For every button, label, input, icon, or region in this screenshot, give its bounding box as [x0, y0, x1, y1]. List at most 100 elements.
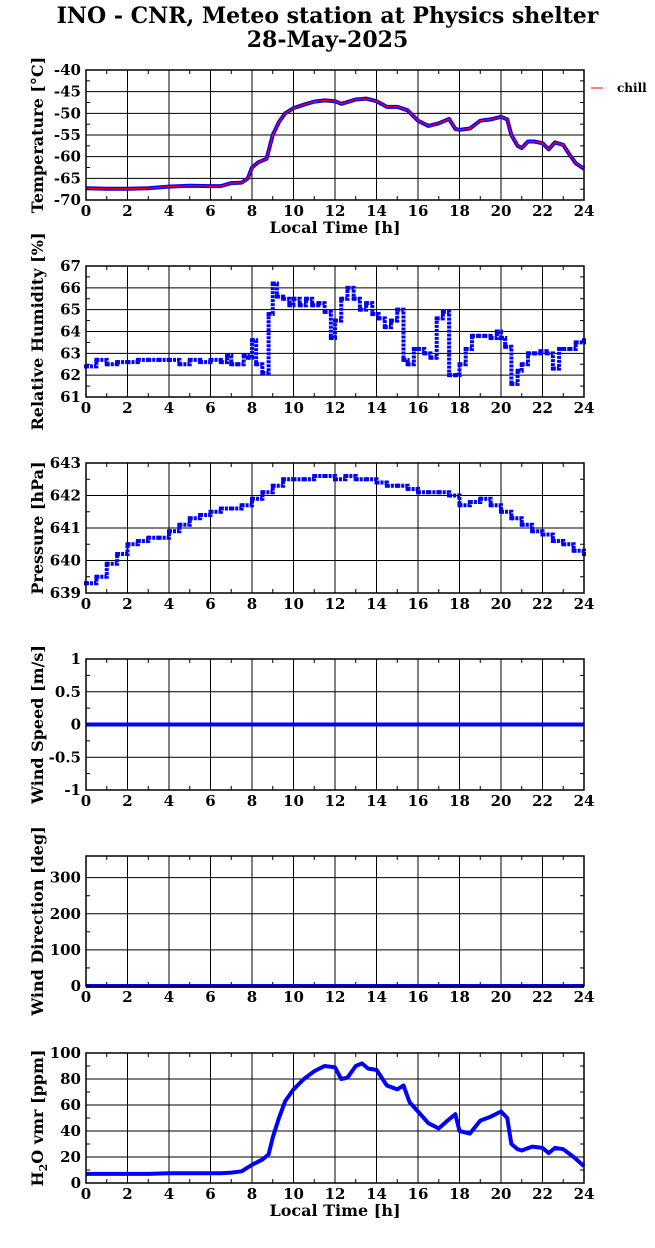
- x-tick-label: 2: [122, 202, 132, 220]
- humidity-segment: [378, 316, 387, 328]
- pressure-point: [478, 496, 483, 501]
- humidity-point: [322, 309, 327, 314]
- y-tick-label: 0: [71, 1174, 81, 1192]
- x-tick-label: 24: [574, 792, 595, 810]
- x-tick-label: 24: [574, 988, 595, 1006]
- humidity-point: [503, 344, 508, 349]
- x-tick-label: 12: [325, 399, 346, 417]
- x-tick-label: 6: [205, 202, 215, 220]
- humidity-point: [515, 368, 520, 373]
- humidity-point: [310, 303, 315, 308]
- humidity-point: [463, 346, 468, 351]
- pressure-segment: [117, 544, 130, 556]
- pressure-point: [146, 535, 151, 540]
- y-tick-label: -0.5: [49, 748, 81, 766]
- pressure-point: [333, 477, 337, 482]
- x-tick-label: 18: [449, 399, 470, 417]
- humidity-point: [229, 362, 234, 367]
- pressure-point: [250, 496, 254, 501]
- humidity-point: [357, 307, 362, 312]
- pressure-point: [416, 490, 420, 495]
- humidity-segment: [465, 335, 474, 351]
- humidity-point: [364, 301, 369, 306]
- humidity-segment: [505, 344, 514, 384]
- h2o_vmr-series-line: [86, 1061, 586, 1176]
- pressure-series: [84, 474, 586, 586]
- y-tick-label: 0: [71, 977, 81, 995]
- humidity-point: [241, 353, 246, 358]
- x-tick-label: 20: [491, 202, 512, 220]
- humidity-point: [389, 318, 394, 323]
- humidity-segment: [318, 301, 327, 312]
- wind_speed-y-axis-label: Wind Speed [m/s]: [28, 645, 47, 805]
- humidity-point: [509, 381, 514, 386]
- pressure-segment: [511, 516, 524, 525]
- humidity-segment: [430, 318, 439, 360]
- pressure-point: [135, 539, 140, 543]
- y-tick-label: -50: [54, 104, 81, 122]
- pressure-panel: 0 2 4 6 8 10 12 14 16 18 20 22 24639640641642643Pres…: [28, 454, 594, 613]
- humidity-point: [115, 360, 120, 365]
- y-tick-label: -60: [54, 148, 81, 166]
- pressure-point: [426, 490, 431, 495]
- y-tick-label: -45: [54, 83, 81, 101]
- pressure-plot-frame: [85, 462, 585, 594]
- pressure-point: [436, 490, 441, 495]
- x-tick-label: 6: [205, 595, 215, 613]
- x-tick-label: 22: [532, 988, 553, 1006]
- humidity-point: [395, 307, 400, 312]
- x-tick-label: 0: [81, 792, 91, 810]
- pressure-point: [281, 477, 286, 482]
- humidity-segment: [359, 303, 369, 312]
- x-tick-label: 20: [491, 1185, 512, 1203]
- humidity-point: [125, 360, 130, 365]
- x-tick-label: 12: [325, 988, 346, 1006]
- humidity-point: [274, 294, 279, 299]
- humidity-segment: [546, 351, 555, 369]
- y-tick-label: 61: [60, 388, 81, 406]
- x-tick-label: 14: [366, 1185, 387, 1203]
- y-tick-label: -55: [54, 126, 81, 144]
- temperature-plot-frame: [85, 69, 585, 201]
- humidity-point: [573, 340, 578, 345]
- humidity-point: [453, 373, 458, 378]
- temperature-x-axis-label: Local Time [h]: [269, 218, 400, 237]
- x-tick-label: 20: [491, 399, 512, 417]
- title-line-1: INO - CNR, Meteo station at Physics shel…: [56, 3, 599, 29]
- pressure-segment: [449, 493, 462, 506]
- x-tick-label: 8: [247, 1185, 257, 1203]
- y-tick-label: 62: [60, 366, 81, 384]
- x-tick-label: 6: [205, 399, 215, 417]
- pressure-point: [384, 483, 389, 488]
- humidity-point: [198, 360, 203, 365]
- pressure-point: [343, 474, 348, 478]
- humidity-point: [225, 353, 230, 358]
- x-tick-label: 14: [366, 399, 387, 417]
- pressure-point: [353, 477, 358, 482]
- pressure-point: [291, 477, 296, 482]
- humidity-segment: [391, 309, 400, 323]
- pressure-point: [198, 513, 203, 517]
- humidity-segment: [341, 287, 350, 301]
- y-tick-label: 60: [60, 1096, 81, 1114]
- pressure-point: [301, 477, 306, 482]
- y-tick-label: 65: [60, 301, 81, 319]
- pressure-segment: [563, 542, 576, 551]
- pressure-point: [488, 503, 493, 508]
- humidity-segment: [305, 296, 315, 306]
- humidity-segment: [86, 359, 99, 369]
- pressure-point: [540, 532, 545, 537]
- pressure-point: [405, 487, 410, 491]
- humidity-point: [345, 285, 350, 290]
- humidity-point: [494, 329, 499, 334]
- pressure-point: [94, 574, 99, 579]
- humidity-point: [499, 336, 503, 341]
- pressure-y-axis-label: Pressure [hPa]: [28, 461, 47, 594]
- pressure-point: [457, 503, 462, 508]
- x-tick-label: 22: [532, 1185, 553, 1203]
- humidity-point: [401, 357, 406, 362]
- pressure-point: [312, 474, 317, 478]
- x-tick-label: 8: [247, 988, 257, 1006]
- x-tick-label: 2: [122, 988, 132, 1006]
